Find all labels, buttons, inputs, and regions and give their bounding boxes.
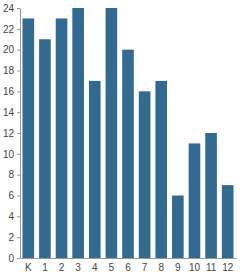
x-tick: 11 [206, 258, 217, 273]
y-tick-mark [17, 133, 20, 134]
y-tick-mark [17, 196, 20, 197]
y-tick-mark [17, 216, 20, 217]
y-tick: 2 [8, 232, 20, 243]
x-axis: K123456789101112 [21, 258, 237, 273]
x-axis-line [21, 258, 237, 259]
y-tick-mark [17, 91, 20, 92]
x-tick: 5 [109, 258, 115, 273]
y-tick-mark [17, 29, 20, 30]
bar [39, 39, 51, 258]
plot: 024681012141618202224K123456789101112 [3, 3, 237, 273]
x-tick-label: 1 [42, 262, 48, 273]
y-tick-label: 0 [8, 253, 14, 264]
y-tick-mark [17, 8, 20, 9]
bar [89, 81, 101, 258]
bar [189, 143, 201, 258]
x-tick: 6 [125, 258, 131, 273]
y-tick-mark [17, 50, 20, 51]
y-axis: 024681012141618202224 [3, 3, 21, 264]
y-tick: 22 [3, 24, 20, 35]
x-tick-label: 8 [158, 262, 164, 273]
y-tick-label: 4 [8, 211, 14, 222]
y-tick: 24 [3, 3, 20, 14]
x-tick-label: 7 [142, 262, 148, 273]
bar [222, 185, 234, 258]
y-tick-label: 2 [8, 232, 14, 243]
x-tick-label: 2 [59, 262, 65, 273]
y-tick-label: 10 [3, 149, 15, 160]
y-tick: 16 [3, 86, 20, 97]
y-tick-mark [17, 71, 20, 72]
x-tick-label: 12 [222, 262, 234, 273]
y-tick-label: 24 [3, 3, 15, 14]
y-tick: 4 [8, 211, 20, 222]
bar [72, 8, 84, 258]
y-tick-label: 18 [3, 65, 15, 76]
x-tick: 2 [59, 258, 65, 273]
bars [22, 8, 233, 258]
y-tick-mark [17, 237, 20, 238]
bar [139, 91, 151, 258]
x-tick: 7 [142, 258, 148, 273]
x-tick-label: 3 [75, 262, 81, 273]
y-tick-mark [17, 112, 20, 113]
x-tick-label: 11 [206, 262, 217, 273]
bar [172, 196, 184, 259]
y-tick: 20 [3, 44, 20, 55]
y-axis-line [20, 9, 21, 259]
x-tick: K [25, 258, 32, 273]
x-tick: 9 [175, 258, 181, 273]
chart: 024681012141618202224K123456789101112 [0, 0, 240, 277]
y-tick-label: 6 [8, 190, 14, 201]
x-tick-label: 6 [125, 262, 131, 273]
x-tick: 10 [189, 258, 201, 273]
y-tick: 18 [3, 65, 20, 76]
x-tick-label: 5 [109, 262, 115, 273]
bar [122, 50, 134, 258]
y-tick-label: 20 [3, 44, 15, 55]
x-tick-label: 10 [189, 262, 201, 273]
x-tick: 3 [75, 258, 81, 273]
x-tick: 1 [42, 258, 48, 273]
y-tick-label: 12 [3, 128, 15, 139]
y-tick-label: 14 [3, 107, 15, 118]
bar [106, 8, 118, 258]
x-tick-label: 9 [175, 262, 181, 273]
bar [22, 18, 34, 258]
x-tick-label: K [25, 262, 32, 273]
x-tick: 12 [222, 258, 234, 273]
y-tick: 8 [8, 169, 20, 180]
x-tick: 8 [158, 258, 164, 273]
y-tick: 0 [8, 253, 20, 264]
y-tick: 10 [3, 149, 20, 160]
y-tick-mark [17, 175, 20, 176]
y-tick-label: 16 [3, 86, 15, 97]
x-tick-label: 4 [92, 262, 98, 273]
y-tick: 14 [3, 107, 20, 118]
bar [205, 133, 217, 258]
y-tick: 6 [8, 190, 20, 201]
y-tick-label: 22 [3, 24, 15, 35]
y-tick-mark [17, 258, 20, 259]
bar [56, 18, 68, 258]
x-tick: 4 [92, 258, 98, 273]
y-tick-mark [17, 154, 20, 155]
y-tick: 12 [3, 128, 20, 139]
bar [155, 81, 167, 258]
y-tick-label: 8 [8, 169, 14, 180]
